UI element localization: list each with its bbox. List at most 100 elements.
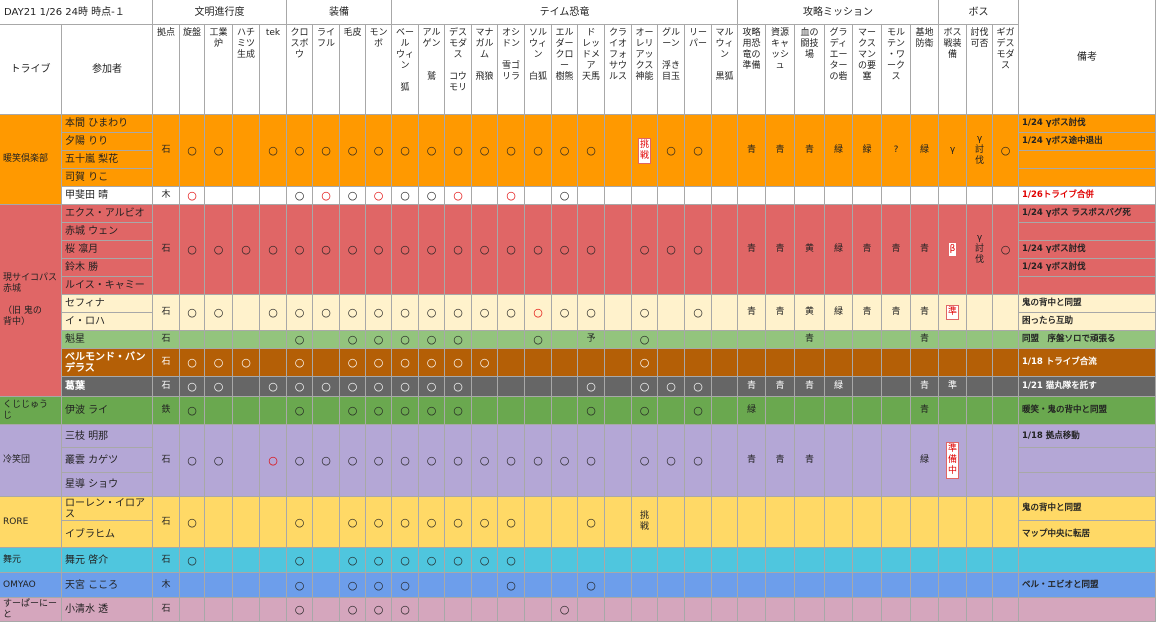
cell: ○ <box>366 425 392 497</box>
cell: ○ <box>340 425 366 497</box>
note: 1/24 γボス討伐 <box>1019 115 1156 133</box>
cell-value: ○ <box>479 243 490 256</box>
member-header: 参加者 <box>62 25 153 115</box>
column-header: 工業 炉 <box>205 25 233 115</box>
cell: 青 <box>738 295 766 331</box>
cell <box>472 573 498 598</box>
cell-value: ○ <box>268 243 278 256</box>
cell <box>738 548 766 573</box>
cell-value: 青 <box>775 244 785 254</box>
cell-value: 青 <box>919 381 929 391</box>
cell <box>993 187 1019 205</box>
cell-value: ○ <box>294 578 305 592</box>
cell-value: ○ <box>506 306 516 319</box>
tribe-header: トライブ <box>0 25 62 115</box>
tribe-name: 舞元 <box>0 548 62 573</box>
cell-value: ○ <box>506 553 516 567</box>
cell-value: ○ <box>268 144 278 157</box>
cell-value: ○ <box>639 333 650 346</box>
cell <box>233 397 260 425</box>
cell-value: 青 <box>775 145 785 155</box>
cell-value: β <box>947 242 958 257</box>
cell <box>712 397 738 425</box>
cell <box>993 349 1019 377</box>
cell: ○ <box>445 205 472 295</box>
cell-value: 石 <box>161 455 171 465</box>
cell-value: ○ <box>639 306 650 319</box>
cell <box>605 295 632 331</box>
cell: ○ <box>392 205 419 295</box>
cell-value: 挑 戦 <box>639 511 649 532</box>
column-header: 攻略 用恐 竜の 準備 <box>738 25 766 115</box>
cell-value: 青 <box>746 244 756 254</box>
cell: ○ <box>632 205 658 295</box>
member-name: 赤城 ウェン <box>62 223 153 241</box>
cell-value: γ 討 伐 <box>974 134 984 166</box>
cell-value: ○ <box>426 306 437 319</box>
note: ベル・エビオと同盟 <box>1019 573 1156 598</box>
cell: 石 <box>153 497 180 548</box>
cell: ○ <box>180 397 205 425</box>
cell-value: ○ <box>666 454 676 467</box>
cell-value: 青 <box>891 244 901 254</box>
cell-value: 挑 戦 <box>637 137 651 164</box>
cell <box>738 331 766 349</box>
cell: ○ <box>419 115 445 187</box>
cell <box>853 548 882 573</box>
cell-value: ○ <box>347 144 358 157</box>
cell-value: 青 <box>746 455 756 465</box>
cell: 石 <box>153 331 180 349</box>
cell <box>795 548 825 573</box>
cell <box>911 598 939 622</box>
cell: 青 <box>795 377 825 397</box>
cell <box>605 115 632 187</box>
cell-value: ○ <box>666 243 676 256</box>
cell-value: 青 <box>862 244 872 254</box>
cell-value: ○ <box>400 553 410 567</box>
cell-value: ○ <box>294 454 305 467</box>
cell: ○ <box>340 115 366 187</box>
cell: 青 <box>766 425 795 497</box>
cell-value: ○ <box>426 553 437 567</box>
cell: ○ <box>180 548 205 573</box>
cell: 挑 戦 <box>632 497 658 548</box>
cell-value: ○ <box>453 380 463 393</box>
cell <box>712 548 738 573</box>
cell-value: ○ <box>479 553 490 567</box>
cell <box>993 548 1019 573</box>
cell-value: ○ <box>373 144 384 157</box>
cell: ○ <box>392 598 419 622</box>
cell: ○ <box>180 377 205 397</box>
cell-value: ○ <box>294 553 305 567</box>
note <box>1019 169 1156 187</box>
cell-value: ○ <box>639 356 650 369</box>
cell: ○ <box>366 349 392 377</box>
cell <box>552 397 578 425</box>
cell: ○ <box>366 497 392 548</box>
cell: ○ <box>340 331 366 349</box>
cell <box>472 397 498 425</box>
cell-value: 鉄 <box>161 405 171 415</box>
cell: 緑 <box>911 425 939 497</box>
cell: 青 <box>911 377 939 397</box>
column-header: クラ イオ フォ サウ ルス <box>605 25 632 115</box>
cell-value: 青 <box>891 307 901 317</box>
cell-value: ○ <box>187 306 197 319</box>
cell-value: 木 <box>161 190 171 200</box>
cell: ○ <box>525 115 552 187</box>
cell <box>882 548 911 573</box>
note <box>1019 548 1156 573</box>
cell <box>525 497 552 548</box>
member-name: ローレン・イロアス <box>62 497 153 521</box>
cell-value: 石 <box>161 604 171 614</box>
member-name: 魁星 <box>62 331 153 349</box>
member-name: 伊波 ライ <box>62 397 153 425</box>
cell: ○ <box>525 425 552 497</box>
cell-value: ○ <box>453 189 463 202</box>
cell: ○ <box>632 295 658 331</box>
cell-value: ○ <box>268 306 278 319</box>
cell <box>967 331 993 349</box>
sheet-title: DAY21 1/26 24時 時点-１ <box>0 0 153 25</box>
cell <box>685 598 712 622</box>
cell: ○ <box>313 187 340 205</box>
